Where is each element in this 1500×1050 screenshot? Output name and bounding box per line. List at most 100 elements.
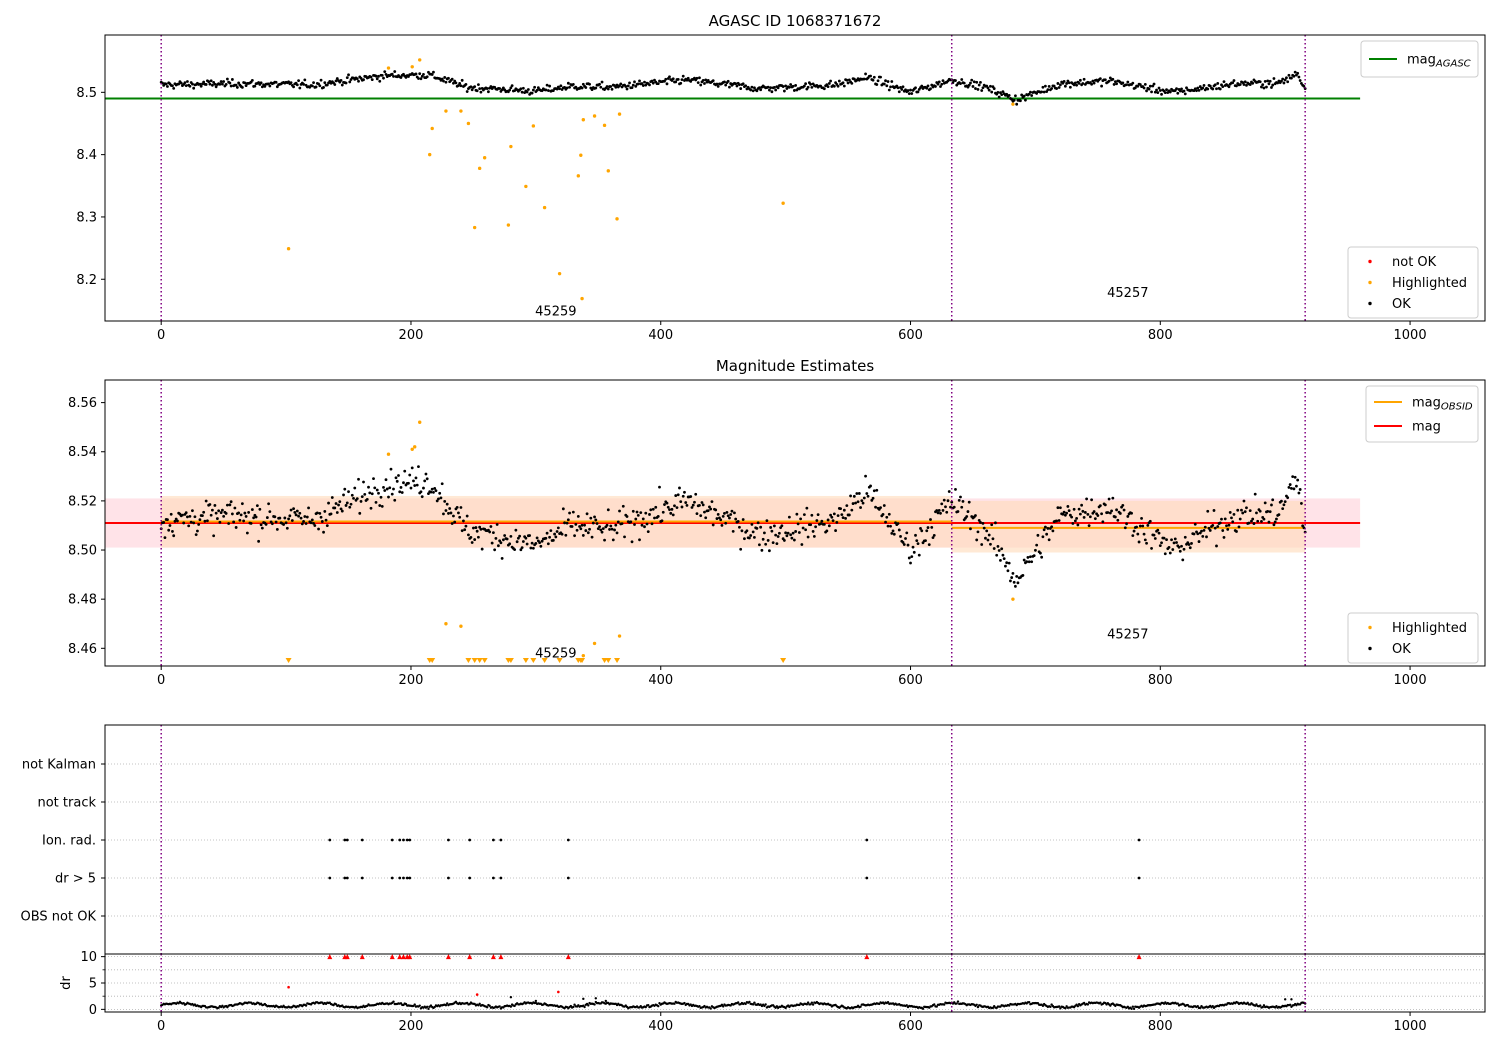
ok-point bbox=[599, 85, 603, 89]
ok-point bbox=[906, 89, 910, 92]
ok-point bbox=[1199, 1006, 1202, 1010]
ok-point bbox=[1039, 551, 1042, 555]
ok-point bbox=[917, 553, 921, 557]
ok-point bbox=[412, 479, 415, 483]
highlighted-point bbox=[781, 201, 785, 205]
ok-point bbox=[215, 517, 219, 520]
ok-point bbox=[800, 543, 804, 546]
ok-point bbox=[1093, 517, 1097, 521]
ok-point bbox=[473, 538, 477, 541]
ok-point bbox=[1232, 512, 1236, 516]
ok-point bbox=[832, 512, 836, 516]
below-range-marker bbox=[556, 658, 563, 663]
ok-point bbox=[969, 81, 972, 85]
ok-point bbox=[1067, 509, 1071, 512]
ok-point bbox=[1063, 84, 1067, 88]
ok-point bbox=[1185, 86, 1188, 90]
ok-point bbox=[822, 87, 826, 91]
ok-point bbox=[782, 539, 786, 542]
ok-point bbox=[197, 523, 201, 526]
ok-point bbox=[579, 527, 583, 531]
ok-point bbox=[804, 82, 808, 86]
ok-point bbox=[298, 511, 302, 515]
ok-point bbox=[465, 514, 469, 518]
ok-point bbox=[965, 515, 969, 518]
ok-point bbox=[462, 519, 465, 523]
below-range-marker bbox=[476, 658, 483, 663]
ok-point bbox=[1295, 484, 1298, 488]
ok-point bbox=[932, 534, 936, 537]
legend-label: not OK bbox=[1392, 255, 1437, 270]
ok-point bbox=[556, 526, 560, 530]
ok-point bbox=[1064, 1007, 1067, 1010]
ok-point bbox=[1040, 90, 1044, 94]
ok-point bbox=[583, 1005, 586, 1009]
ok-point bbox=[255, 504, 259, 508]
ok-point bbox=[163, 536, 167, 540]
ok-point bbox=[247, 511, 251, 514]
ok-point bbox=[1193, 522, 1197, 526]
legend-mag-agasc bbox=[1360, 40, 1479, 78]
ok-point bbox=[340, 509, 344, 513]
ok-point bbox=[1175, 87, 1178, 91]
ok-point bbox=[646, 530, 650, 533]
ok-point bbox=[1012, 580, 1016, 584]
ok-point bbox=[369, 75, 373, 79]
ok-point bbox=[203, 519, 207, 523]
ok-point bbox=[1171, 548, 1175, 551]
ok-point bbox=[766, 85, 770, 89]
ok-point bbox=[1157, 531, 1161, 535]
ok-point bbox=[728, 85, 731, 89]
plot-frame bbox=[104, 34, 1486, 322]
ok-point bbox=[254, 515, 258, 519]
ok-point bbox=[1281, 77, 1285, 81]
highlighted-point bbox=[444, 622, 448, 626]
ok-point bbox=[1202, 528, 1206, 532]
ok-point bbox=[1113, 80, 1117, 84]
ok-point bbox=[806, 85, 810, 89]
ok-point bbox=[987, 533, 991, 537]
ok-point bbox=[211, 508, 214, 512]
ok-point bbox=[1000, 547, 1004, 551]
ok-point bbox=[343, 487, 347, 491]
obsid-label: 45257 bbox=[1107, 628, 1148, 643]
ok-point bbox=[967, 83, 971, 87]
ok-point bbox=[1125, 83, 1128, 87]
ok-point bbox=[1220, 517, 1223, 521]
ok-point bbox=[265, 516, 269, 519]
ok-point bbox=[1208, 529, 1212, 532]
ok-point bbox=[1248, 83, 1252, 86]
ok-point bbox=[345, 501, 349, 505]
ok-point bbox=[1010, 576, 1014, 579]
flag-point bbox=[390, 838, 394, 842]
ok-point bbox=[1242, 499, 1246, 503]
ok-point bbox=[399, 486, 403, 489]
ok-point bbox=[819, 522, 823, 526]
ok-point bbox=[224, 83, 228, 86]
ok-point bbox=[1275, 517, 1278, 521]
ok-point bbox=[1272, 77, 1276, 80]
ok-point bbox=[1216, 525, 1220, 528]
ok-point bbox=[759, 88, 763, 92]
ok-point bbox=[1088, 515, 1092, 519]
ok-point bbox=[609, 524, 613, 528]
ok-point bbox=[810, 513, 814, 517]
ok-point bbox=[372, 477, 375, 481]
ok-point bbox=[531, 88, 535, 92]
x-tick-label: 600 bbox=[898, 1019, 923, 1034]
flag-point bbox=[566, 838, 570, 842]
ok-point bbox=[810, 85, 814, 89]
ok-point bbox=[498, 1005, 501, 1008]
not-ok-point bbox=[475, 993, 479, 996]
ok-point bbox=[1198, 85, 1202, 88]
ok-point bbox=[695, 76, 699, 80]
ok-point bbox=[442, 79, 445, 83]
ok-point bbox=[1225, 524, 1228, 528]
ok-point bbox=[1136, 532, 1140, 536]
ok-point bbox=[225, 503, 229, 507]
panel-dr: 0 200 400 600 800 1000 0 5 10 dr bbox=[59, 950, 1486, 1034]
ok-point bbox=[1172, 541, 1176, 545]
ok-point bbox=[464, 524, 468, 528]
ok-point bbox=[375, 77, 379, 81]
ok-point bbox=[1110, 509, 1113, 513]
